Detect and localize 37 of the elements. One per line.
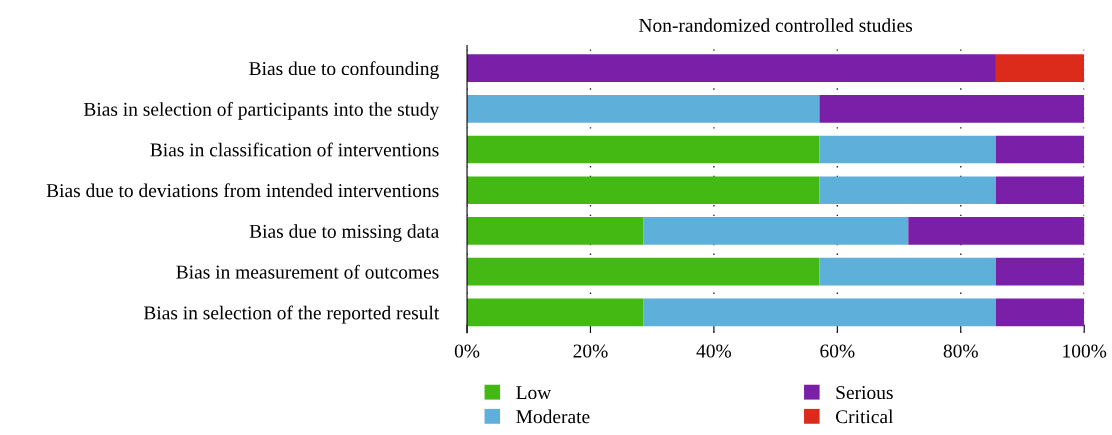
y-tick-label: Bias due to confounding [249,61,439,80]
x-tick-label: 40% [696,344,732,358]
x-tick-label: 60% [820,344,855,358]
y-tick-label: Bias in selection of the reported result [143,305,440,324]
bar [643,298,996,327]
bar [995,298,1085,327]
legend-label: Moderate [516,409,590,424]
bar [995,176,1085,205]
legend-label: Serious [836,386,893,400]
y-tick-label: Bias due to missing data [249,224,439,242]
y-tick-label: Bias in selection of participants into the study [83,101,440,120]
bar [819,257,996,286]
bar [643,217,909,245]
y-tick-label: Bias in classification of interventions [150,142,439,157]
y-tick-label: Bias due to deviations from intended interventions [46,183,439,198]
legend-label: Low [516,386,552,400]
bar [467,176,820,205]
legend-label: Critical [835,409,894,424]
bar [467,298,644,327]
x-tick-label: 0% [454,344,480,358]
bar [467,94,820,123]
bar [819,135,996,164]
bar [467,257,820,286]
bar [995,54,1085,82]
x-tick-label: 20% [573,344,608,358]
y-tick-label: Bias in measurement of outcomes [176,264,439,279]
x-tick-label: 100% [1063,344,1107,358]
bar [467,217,644,245]
bar [467,54,996,82]
bar [995,257,1085,286]
bar [819,176,996,205]
bar [908,217,1085,245]
bar [467,135,820,164]
chart-title: Non-randomized controlled studies [639,18,913,32]
bar [819,94,1085,123]
x-tick-label: 80% [943,344,978,358]
bar [995,135,1085,164]
